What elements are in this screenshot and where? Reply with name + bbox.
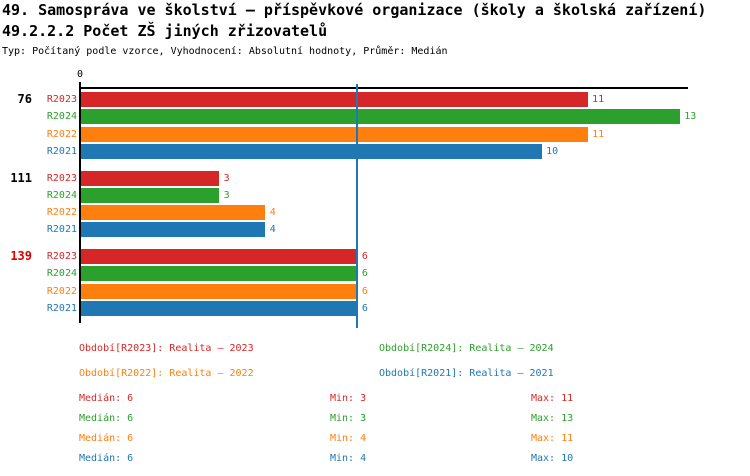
bar-value-label: 11 xyxy=(592,94,605,105)
stat-min-r2022: Min: 4 xyxy=(330,433,367,444)
bar xyxy=(81,300,358,316)
bar-value-label: 6 xyxy=(361,268,368,280)
bar-chart: 0 R2023 11 R2024 13 R2022 11 R2021 10 76 R2023 3 R20… xyxy=(10,69,697,328)
row-label: R2023 xyxy=(46,94,77,105)
stat-median-r2021: Medián: 6 xyxy=(79,453,134,464)
bar xyxy=(81,126,588,142)
stat-median-r2023: Medián: 6 xyxy=(79,393,134,404)
row-label: R2024 xyxy=(46,268,77,280)
row-label: R2022 xyxy=(46,285,77,297)
bar xyxy=(81,92,588,107)
stat-min-r2024: Min: 3 xyxy=(330,413,367,424)
bar xyxy=(81,143,542,159)
row-label: R2021 xyxy=(46,224,77,236)
bar xyxy=(81,249,358,264)
group-label: 76 xyxy=(17,92,32,106)
bar-value-label: 10 xyxy=(546,145,559,157)
bar-value-label: 4 xyxy=(269,207,276,219)
bar-value-label: 13 xyxy=(684,111,697,123)
bar-value-label: 11 xyxy=(592,128,605,140)
stat-max-r2021: Max: 10 xyxy=(531,453,574,464)
bar-value-label: 6 xyxy=(361,285,368,297)
bar xyxy=(81,222,266,238)
bar xyxy=(81,187,220,203)
stat-min-r2021: Min: 4 xyxy=(330,453,367,464)
legend-item-r2022: Období[R2022]: Realita – 2022 xyxy=(79,368,254,379)
legend-item-r2021: Období[R2021]: Realita – 2021 xyxy=(379,368,554,379)
bar-value-label: 3 xyxy=(223,189,230,201)
legend-item-r2024: Období[R2024]: Realita – 2024 xyxy=(379,343,554,354)
chart-meta: Typ: Počítaný podle vzorce, Vyhodnocení:… xyxy=(2,46,448,57)
stat-median-r2024: Medián: 6 xyxy=(79,413,134,424)
stat-median-r2022: Medián: 6 xyxy=(79,433,134,444)
legend-item-r2023: Období[R2023]: Realita – 2023 xyxy=(79,343,254,354)
stat-max-r2024: Max: 13 xyxy=(531,413,574,424)
stat-max-r2023: Max: 11 xyxy=(531,393,574,404)
chart-title: 49. Samospráva ve školství – příspěvkové… xyxy=(2,1,707,19)
row-label: R2023 xyxy=(46,172,77,184)
x-axis-line xyxy=(79,87,688,89)
bar xyxy=(81,283,358,299)
bar xyxy=(81,266,358,282)
bar xyxy=(81,109,680,125)
bar-value-label: 4 xyxy=(269,224,276,236)
row-label: R2022 xyxy=(46,128,77,140)
zero-tick-label: 0 xyxy=(76,69,84,80)
group-label: 139 xyxy=(10,249,32,263)
stat-min-r2023: Min: 3 xyxy=(330,393,367,404)
bar xyxy=(81,170,220,186)
row-label: R2022 xyxy=(46,207,77,219)
row-label: R2024 xyxy=(46,189,77,201)
row-label: R2024 xyxy=(46,111,77,123)
row-label: R2023 xyxy=(46,251,77,262)
stat-max-r2022: Max: 11 xyxy=(531,433,574,444)
bar xyxy=(81,205,266,221)
group-label: 111 xyxy=(10,170,32,185)
bar-value-label: 6 xyxy=(361,251,368,262)
chart-subtitle: 49.2.2.2 Počet ZŠ jiných zřizovatelů xyxy=(2,22,328,40)
row-label: R2021 xyxy=(46,302,77,314)
row-label: R2021 xyxy=(46,145,77,157)
y-axis-line xyxy=(79,82,81,323)
median-line xyxy=(356,84,358,328)
bar-value-label: 3 xyxy=(223,172,230,184)
bar-value-label: 6 xyxy=(361,302,368,314)
